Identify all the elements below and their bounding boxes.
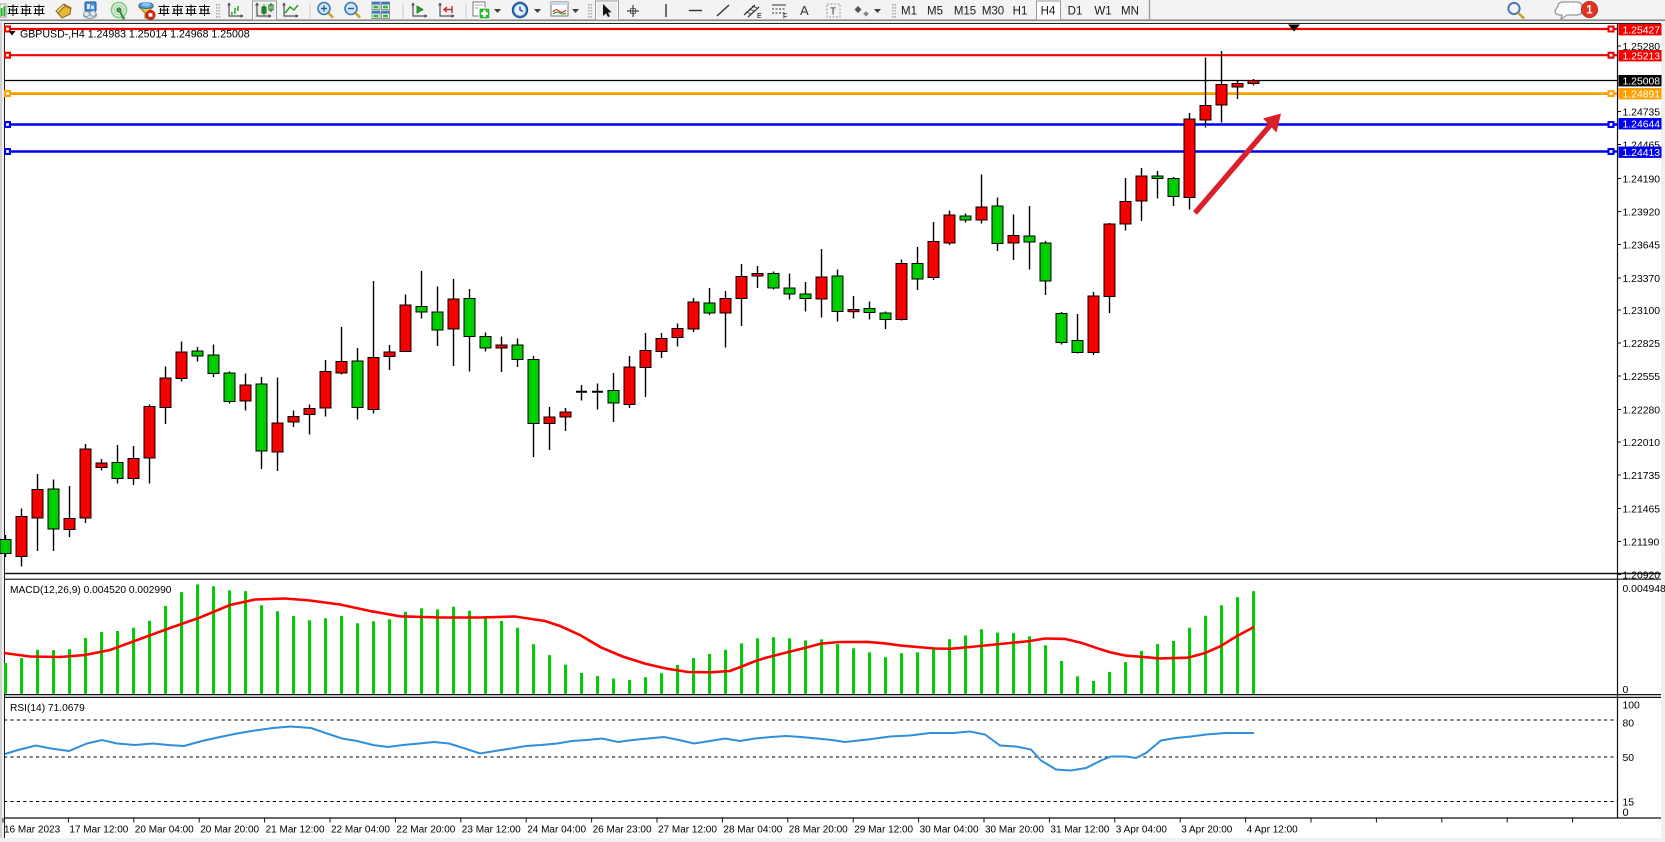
svg-text:1.24644: 1.24644 xyxy=(1623,120,1661,131)
svg-text:27 Mar 12:00: 27 Mar 12:00 xyxy=(658,825,717,836)
svg-text:T: T xyxy=(830,7,836,18)
svg-text:1: 1 xyxy=(1586,5,1593,17)
svg-text:20 Mar 20:00: 20 Mar 20:00 xyxy=(200,825,259,836)
svg-text:MN: MN xyxy=(1121,6,1139,18)
svg-text:28 Mar 20:00: 28 Mar 20:00 xyxy=(789,825,848,836)
svg-text:31 Mar 12:00: 31 Mar 12:00 xyxy=(1050,825,1109,836)
svg-text:1.25280: 1.25280 xyxy=(1623,42,1661,53)
svg-text:22 Mar 20:00: 22 Mar 20:00 xyxy=(396,825,455,836)
svg-text:3 Apr 04:00: 3 Apr 04:00 xyxy=(1116,825,1168,836)
svg-text:1.22010: 1.22010 xyxy=(1623,438,1661,449)
svg-text:15: 15 xyxy=(1623,798,1635,809)
svg-text:0.004948: 0.004948 xyxy=(1623,584,1665,595)
svg-text:1.21735: 1.21735 xyxy=(1623,471,1661,482)
svg-text:1.21465: 1.21465 xyxy=(1623,505,1661,516)
svg-text:A: A xyxy=(800,3,809,18)
svg-text:28 Mar 04:00: 28 Mar 04:00 xyxy=(723,825,782,836)
svg-text:1.25008: 1.25008 xyxy=(1623,77,1661,88)
svg-text:30 Mar 04:00: 30 Mar 04:00 xyxy=(920,825,979,836)
svg-text:1.24465: 1.24465 xyxy=(1623,141,1661,152)
svg-text:E: E xyxy=(757,13,762,20)
svg-text:1.23920: 1.23920 xyxy=(1623,208,1661,219)
svg-text:50: 50 xyxy=(1623,753,1635,764)
svg-text:80: 80 xyxy=(1623,719,1635,730)
svg-text:3 Apr 20:00: 3 Apr 20:00 xyxy=(1181,825,1233,836)
svg-text:W1: W1 xyxy=(1094,6,1111,18)
svg-text:26 Mar 23:00: 26 Mar 23:00 xyxy=(593,825,652,836)
svg-text:4 Apr 12:00: 4 Apr 12:00 xyxy=(1247,825,1299,836)
svg-text:H1: H1 xyxy=(1013,6,1028,18)
svg-text:0: 0 xyxy=(1623,685,1629,696)
svg-text:M5: M5 xyxy=(927,6,943,18)
svg-text:1.22555: 1.22555 xyxy=(1623,372,1661,383)
svg-text:23 Mar 12:00: 23 Mar 12:00 xyxy=(462,825,521,836)
svg-text:M1: M1 xyxy=(901,6,917,18)
svg-text:MACD(12,26,9) 0.004520 0.00299: MACD(12,26,9) 0.004520 0.002990 xyxy=(10,585,172,596)
svg-text:0: 0 xyxy=(1623,807,1629,819)
svg-text:24 Mar 04:00: 24 Mar 04:00 xyxy=(527,825,586,836)
svg-text:1.22825: 1.22825 xyxy=(1623,339,1661,350)
svg-text:1.21190: 1.21190 xyxy=(1623,538,1660,549)
svg-text:GBPUSD-,H4 1.24983 1.25014 1.: GBPUSD-,H4 1.24983 1.25014 1.24968 1.250… xyxy=(20,29,250,41)
svg-text:21 Mar 12:00: 21 Mar 12:00 xyxy=(266,825,325,836)
svg-text:H4: H4 xyxy=(1041,6,1056,18)
svg-text:1.25427: 1.25427 xyxy=(1623,26,1661,37)
svg-text:30 Mar 20:00: 30 Mar 20:00 xyxy=(985,825,1044,836)
svg-text:22 Mar 04:00: 22 Mar 04:00 xyxy=(331,825,390,836)
svg-text:F: F xyxy=(783,14,787,21)
svg-text:1.23370: 1.23370 xyxy=(1623,274,1661,285)
svg-text:100: 100 xyxy=(1623,701,1641,712)
svg-text:29 Mar 12:00: 29 Mar 12:00 xyxy=(854,825,913,836)
svg-text:1.23100: 1.23100 xyxy=(1623,306,1661,317)
svg-text:M15: M15 xyxy=(954,6,976,18)
svg-text:1.24735: 1.24735 xyxy=(1623,108,1661,119)
svg-text:RSI(14) 71.0679: RSI(14) 71.0679 xyxy=(10,703,85,714)
svg-text:16 Mar 2023: 16 Mar 2023 xyxy=(4,825,61,836)
svg-text:20 Mar 04:00: 20 Mar 04:00 xyxy=(135,825,194,836)
svg-text:1.24413: 1.24413 xyxy=(1623,148,1661,159)
svg-text:1.24891: 1.24891 xyxy=(1623,90,1661,101)
svg-text:1.22280: 1.22280 xyxy=(1623,406,1661,417)
svg-text:1.23645: 1.23645 xyxy=(1623,241,1661,252)
svg-text:1.24190: 1.24190 xyxy=(1623,175,1661,186)
svg-text:17 Mar 12:00: 17 Mar 12:00 xyxy=(69,825,128,836)
svg-text:M30: M30 xyxy=(982,6,1004,18)
svg-text:D1: D1 xyxy=(1068,6,1083,18)
svg-text:1.20920: 1.20920 xyxy=(1623,571,1661,582)
svg-text:1.25213: 1.25213 xyxy=(1623,52,1661,63)
